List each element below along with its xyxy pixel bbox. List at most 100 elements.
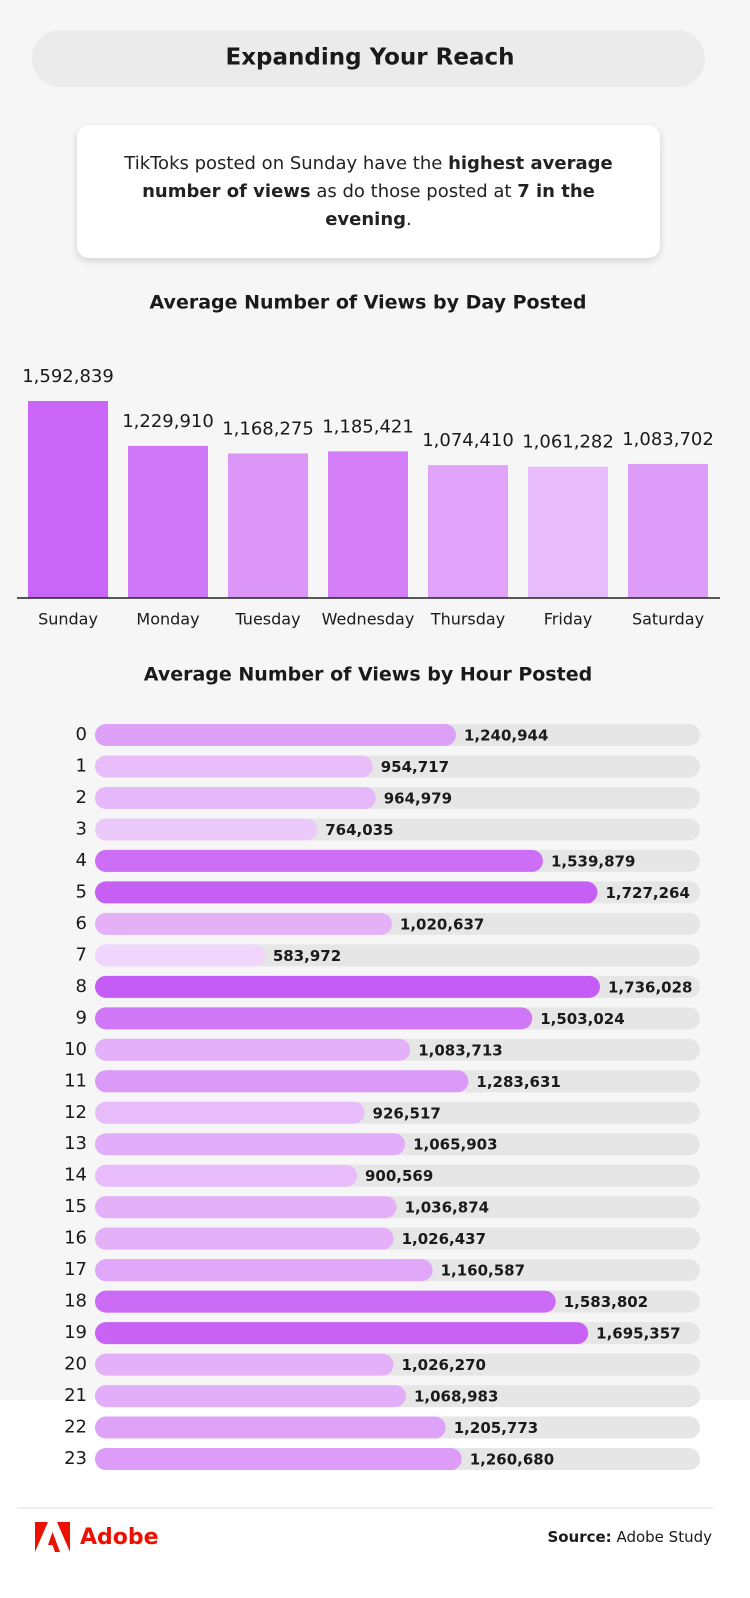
y-tick-label: 19: [64, 1322, 87, 1343]
bar: [95, 1259, 433, 1282]
value-label: 1,083,702: [622, 429, 714, 450]
source-label: Source:: [547, 1528, 611, 1546]
value-label: 1,083,713: [418, 1041, 502, 1059]
value-label: 1,205,773: [454, 1419, 538, 1437]
y-tick-label: 13: [64, 1133, 87, 1154]
callout-card: TikToks posted on Sunday have the highes…: [77, 125, 660, 258]
value-label: 1,168,275: [222, 419, 314, 440]
callout-segment: highest average number of views: [142, 152, 613, 202]
bar: [95, 1290, 556, 1313]
bar: [95, 786, 376, 809]
x-tick-label: Saturday: [632, 610, 704, 629]
y-tick-label: 18: [64, 1291, 87, 1312]
bar: [95, 1070, 469, 1093]
bar: [95, 1322, 589, 1345]
y-tick-label: 4: [76, 850, 87, 871]
value-label: 1,185,421: [322, 416, 414, 437]
bar: [95, 1385, 406, 1408]
y-tick-label: 11: [64, 1070, 87, 1091]
bar: [95, 1353, 394, 1376]
chart-title: Average Number of Views by Hour Posted: [144, 664, 592, 686]
value-label: 1,539,879: [551, 852, 635, 870]
bar: [95, 818, 318, 841]
y-tick-label: 3: [76, 818, 87, 839]
value-label: 954,717: [381, 758, 449, 776]
callout-segment: as do those posted at: [310, 180, 518, 202]
value-label: 1,026,437: [402, 1230, 486, 1248]
value-label: 1,036,874: [405, 1199, 489, 1217]
value-label: 1,260,680: [470, 1451, 554, 1469]
bar: [528, 466, 608, 598]
bar: [95, 1227, 394, 1250]
value-label: 1,283,631: [476, 1073, 560, 1091]
y-tick-label: 16: [64, 1228, 87, 1249]
value-label: 1,068,983: [414, 1388, 498, 1406]
bar: [628, 463, 708, 598]
bar: [128, 445, 208, 598]
bar: [95, 1416, 446, 1439]
x-tick-label: Monday: [136, 610, 199, 629]
y-tick-label: 17: [64, 1259, 87, 1280]
y-tick-label: 12: [64, 1102, 87, 1123]
bar: [95, 724, 456, 746]
bar: [28, 401, 108, 598]
bar: [95, 975, 600, 998]
value-label: 583,972: [273, 947, 341, 965]
y-tick-label: 7: [76, 944, 87, 965]
y-tick-label: 1: [76, 755, 87, 776]
x-tick-label: Tuesday: [234, 610, 300, 629]
bar: [328, 451, 408, 598]
source-text: Adobe Study: [616, 1528, 712, 1546]
bar: [428, 465, 508, 598]
bar: [95, 1007, 533, 1030]
y-tick-label: 10: [64, 1039, 87, 1060]
callout-text: TikToks posted on Sunday have the highes…: [99, 150, 639, 234]
y-tick-label: 15: [64, 1196, 87, 1217]
brand: Adobe: [80, 1525, 159, 1550]
y-tick-label: 9: [76, 1007, 87, 1028]
x-tick-label: Thursday: [430, 610, 505, 629]
adobe-logo: [35, 1522, 70, 1552]
value-label: 1,583,802: [564, 1293, 648, 1311]
bar: [95, 1133, 406, 1156]
value-label: 900,569: [365, 1167, 433, 1185]
y-tick-label: 23: [64, 1448, 87, 1469]
bar: [95, 755, 373, 778]
chart-title: Average Number of Views by Day Posted: [150, 292, 587, 314]
bar: [95, 1448, 462, 1471]
bar: [95, 1196, 397, 1219]
value-label: 1,020,637: [400, 915, 484, 933]
y-tick-label: 21: [64, 1385, 87, 1406]
bar: [95, 1038, 411, 1061]
y-tick-label: 0: [76, 724, 87, 745]
value-label: 1,240,944: [464, 727, 548, 745]
y-tick-label: 8: [76, 976, 87, 997]
bar: [95, 1101, 365, 1124]
bar: [95, 1164, 357, 1187]
x-tick-label: Wednesday: [322, 610, 415, 629]
value-label: 1,061,282: [522, 432, 614, 453]
x-tick-label: Friday: [544, 610, 593, 629]
y-tick-label: 14: [64, 1165, 87, 1186]
y-tick-label: 6: [76, 913, 87, 934]
value-label: 1,736,028: [608, 978, 692, 996]
value-label: 1,695,357: [596, 1325, 680, 1343]
value-label: 1,160,587: [441, 1262, 525, 1280]
bar: [95, 944, 265, 967]
y-tick-label: 2: [76, 787, 87, 808]
value-label: 1,592,839: [22, 366, 114, 387]
bar: [95, 912, 392, 935]
bar: [228, 453, 308, 598]
source: Source: Adobe Study: [547, 1528, 712, 1546]
value-label: 1,503,024: [540, 1010, 624, 1028]
header-title: Expanding Your Reach: [225, 45, 514, 71]
bar: [95, 849, 543, 872]
value-label: 1,727,264: [605, 884, 689, 902]
x-tick-label: Sunday: [38, 610, 98, 629]
bar: [95, 881, 598, 904]
callout-segment: .: [406, 208, 412, 230]
value-label: 1,229,910: [122, 411, 214, 432]
callout-segment: 7 in the evening: [325, 180, 595, 230]
callout-segment: TikToks posted on Sunday have the: [124, 152, 449, 174]
